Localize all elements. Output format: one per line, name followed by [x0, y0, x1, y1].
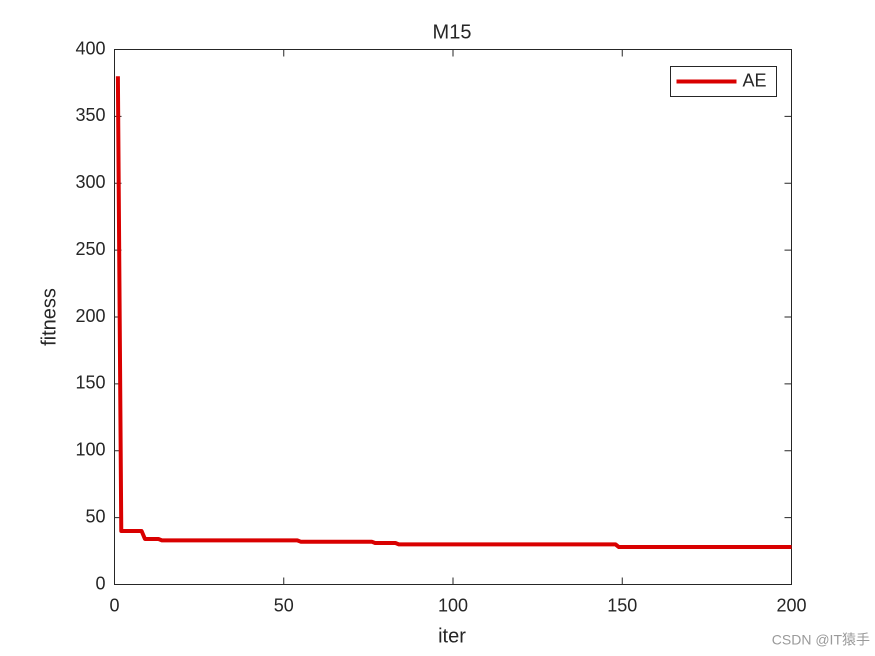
x-tick-label: 100	[438, 595, 468, 615]
chart-title: M15	[433, 21, 472, 43]
watermark: CSDN @IT猿手	[772, 632, 870, 648]
x-tick-label: 150	[607, 595, 637, 615]
y-tick-label: 200	[75, 306, 105, 326]
x-axis-label: iter	[438, 625, 466, 647]
y-tick-label: 300	[75, 172, 105, 192]
x-tick-label: 200	[776, 595, 806, 615]
y-tick-label: 250	[75, 239, 105, 259]
y-tick-label: 350	[75, 105, 105, 125]
y-tick-label: 400	[75, 38, 105, 58]
x-tick-label: 50	[274, 595, 294, 615]
y-tick-label: 150	[75, 373, 105, 393]
y-tick-label: 50	[85, 506, 105, 526]
data-line	[115, 76, 792, 550]
y-tick-label: 0	[95, 573, 105, 593]
y-tick-label: 100	[75, 440, 105, 460]
y-axis-label: fitness	[38, 288, 60, 346]
legend-label: AE	[743, 70, 767, 90]
x-tick-label: 0	[109, 595, 119, 615]
